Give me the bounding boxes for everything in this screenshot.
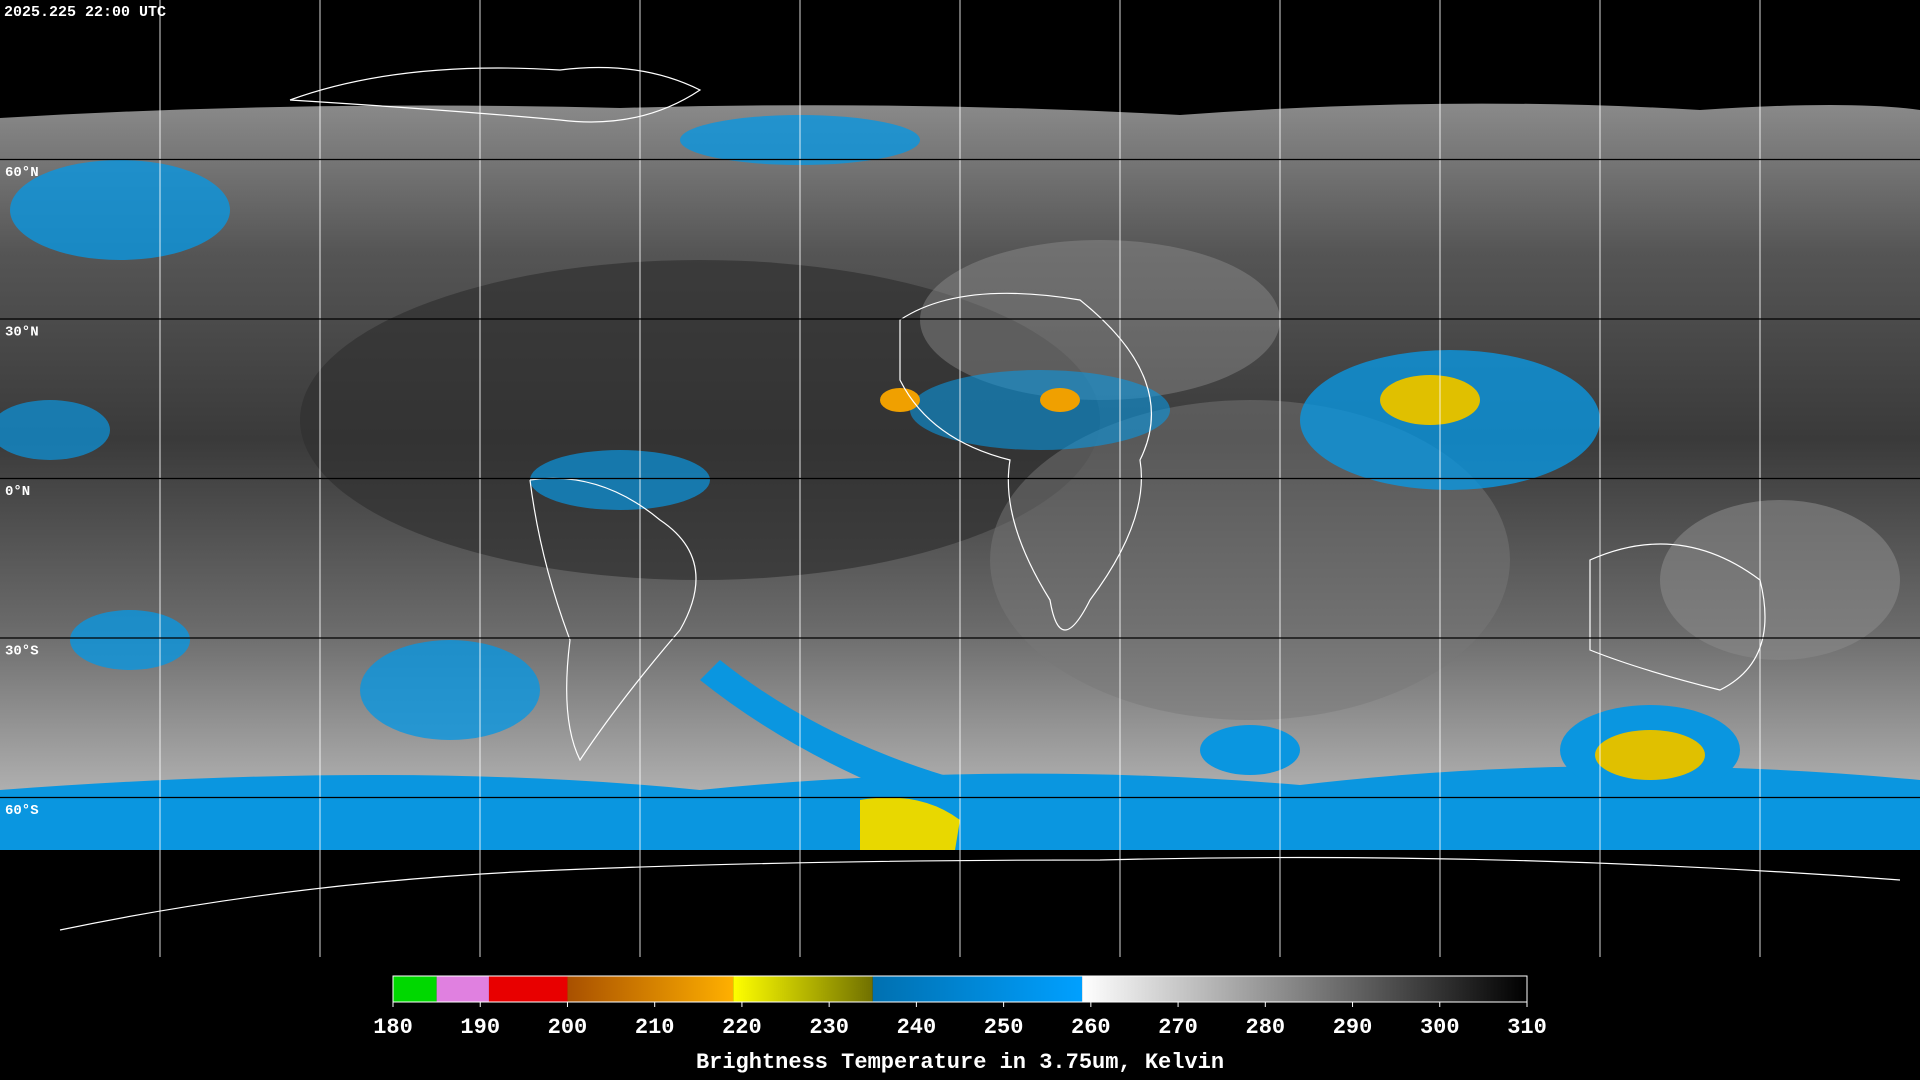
colorbar-segment: [567, 976, 734, 1002]
colorbar-tick-label: 270: [1158, 1015, 1198, 1040]
colorbar-tick-label: 300: [1420, 1015, 1460, 1040]
coastlines: [59, 66, 1901, 931]
colorbar-tick-label: 280: [1246, 1015, 1286, 1040]
colorbar-tick-label: 220: [722, 1015, 762, 1040]
colorbar-tick-label: 190: [460, 1015, 500, 1040]
lat-label: 0°N: [5, 484, 30, 500]
colorbar-tick-label: 210: [635, 1015, 675, 1040]
colorbar-tick-label: 260: [1071, 1015, 1111, 1040]
colorbar: 180 190 200 210 220 230 240 250 260 270 280 290 300 3…: [373, 975, 1547, 1075]
colorbar-segment: [872, 976, 1083, 1002]
colorbar-tick-label: 310: [1507, 1015, 1547, 1040]
colorbar-frame: [392, 975, 1528, 1003]
colorbar-tick-label: 180: [373, 1015, 413, 1040]
colorbar-segment: [733, 976, 873, 1002]
colorbar-tick-label: 230: [809, 1015, 849, 1040]
colorbar-tick-label: 200: [548, 1015, 588, 1040]
colorbar-segment: [436, 976, 489, 1002]
lat-label: 60°N: [5, 165, 39, 181]
colorbar-segment: [393, 976, 437, 1002]
timestamp: 2025.225 22:00 UTC: [4, 4, 166, 21]
colorbar-segment: [1082, 976, 1527, 1002]
colorbar-label: Brightness Temperature in 3.75um, Kelvin: [696, 1050, 1224, 1075]
colorbar-tick-label: 240: [897, 1015, 937, 1040]
graticule: 60°N 30°N 0°N 30°S 60°S: [5, 0, 1761, 957]
lat-label: 30°S: [5, 644, 39, 660]
colorbar-segment: [488, 976, 568, 1002]
lat-label: 60°S: [5, 803, 39, 819]
colorbar-tick-label: 250: [984, 1015, 1024, 1040]
lat-label: 30°N: [5, 325, 39, 341]
colorbar-tick-label: 290: [1333, 1015, 1373, 1040]
